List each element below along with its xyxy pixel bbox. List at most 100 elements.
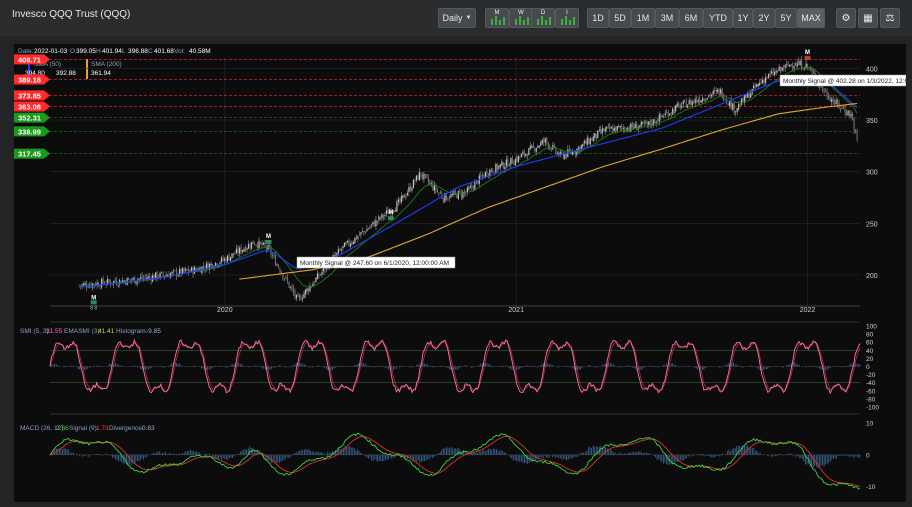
chart-area[interactable]: Date: 2022-01-03 O 399.05 H 401.94 L 396… [14,44,909,502]
candle-body [271,255,274,257]
range-button-1y[interactable]: 1Y [733,8,753,28]
candle-body [438,192,440,194]
candle-body [526,155,528,157]
svg-text:L: L [122,48,126,55]
range-button-5y[interactable]: 5Y [775,8,797,28]
top-toolbar: Invesco QQQ Trust (QQQ) Daily ▼ M W D I … [0,0,912,36]
candle-body [214,262,217,266]
candle-body [292,288,295,293]
candle-body [573,152,575,155]
candle-body [844,109,846,114]
candle-body [538,145,540,148]
candle-body [279,269,281,273]
candle-body [684,100,686,102]
price-y-tick-label: 350 [866,118,878,125]
level-label: 373.85 [18,91,41,100]
candle-body [348,240,350,245]
candle-body [532,145,534,148]
candle-body [486,171,488,176]
candle-body [498,165,500,169]
candle-body [831,99,833,102]
candle-body [768,73,770,78]
macd-legend-label_signal: Signal (9): [69,425,99,432]
tooltip-signal-2020: Monthly Signal @ 247.60 on 6/1/2020, 12:… [300,260,449,267]
candle-body [181,268,184,274]
candle-body [799,61,801,66]
range-button-1m[interactable]: 1M [631,8,655,28]
candle-body [298,296,301,298]
candle-body [210,263,212,265]
level-label: 389.18 [18,76,41,85]
candle-body [706,97,708,100]
candle-body [144,276,146,278]
svg-text:SMA (200): SMA (200) [91,61,122,68]
candle-body [792,66,794,68]
smi-y-tick-label: 60 [866,340,874,347]
candle-body [757,83,759,87]
calculator-icon[interactable]: ▦ [858,8,878,28]
scale-icon[interactable]: ⚖ [880,8,900,28]
svg-text:361.94: 361.94 [91,70,111,77]
range-button-max[interactable]: MAX [797,8,825,28]
candle-body [765,77,767,84]
candle-body [154,272,157,279]
svg-text:SMA (50): SMA (50) [34,61,61,68]
smi-y-tick-label: -100 [866,405,879,412]
candle-body [96,282,98,287]
range-button-3m[interactable]: 3M [655,8,679,28]
candle-body [147,276,149,279]
candle-body [511,158,513,164]
candle-body [856,130,858,140]
candle-body [549,146,551,148]
smi-legend-smi: 31.55 [46,328,63,335]
macd-legend-macd: 2.56 [56,425,69,432]
candle-body [628,128,630,130]
candle-body [820,86,822,87]
candle-body [387,210,389,215]
candle-body [122,280,124,283]
candle-body [253,243,256,245]
signal-marker: M [805,50,810,56]
daily-signal-button[interactable]: D [531,8,555,28]
candle-body [180,268,182,275]
range-button-2y[interactable]: 2Y [753,8,775,28]
smi-y-tick-label: 40 [866,348,874,355]
svg-text:394.80: 394.80 [25,70,45,77]
candle-body [784,64,786,68]
intraday-signal-button[interactable]: I [555,8,579,28]
candle-body [175,269,178,276]
candle-body [610,127,612,129]
candle-body [474,182,476,190]
range-button-ytd[interactable]: YTD [703,8,733,28]
range-button-6m[interactable]: 6M [679,8,703,28]
candle-body [372,221,374,225]
candle-body [268,243,271,249]
gear-icon[interactable]: ⚙ [836,8,856,28]
candle-body [252,240,254,245]
candle-body [267,245,269,251]
candle-body [688,100,690,105]
smi-legend-emasmi: 41.41 [98,328,115,335]
weekly-signal-button[interactable]: W [509,8,533,28]
smi-legend-label_smi: SMI (5, 3): [20,328,51,335]
candle-body [240,246,242,253]
candle-body [276,264,278,266]
range-button-5d[interactable]: 5D [609,8,631,28]
interval-dropdown[interactable]: Daily ▼ [438,8,476,28]
svg-text:H: H [96,48,101,55]
candle-body [414,181,416,183]
candle-body [162,272,164,276]
svg-text:396.88: 396.88 [128,48,148,55]
candle-body [264,243,266,246]
candle-body [128,279,130,280]
candle-body [222,258,224,261]
candle-body [508,165,510,167]
candle-body [672,108,674,115]
candle-body [745,95,747,99]
candle-body [687,104,689,108]
candle-body [723,96,725,100]
candle-body [133,276,136,283]
monthly-signal-button[interactable]: M [485,8,509,28]
range-button-1d[interactable]: 1D [587,8,609,28]
candle-body [534,148,536,151]
